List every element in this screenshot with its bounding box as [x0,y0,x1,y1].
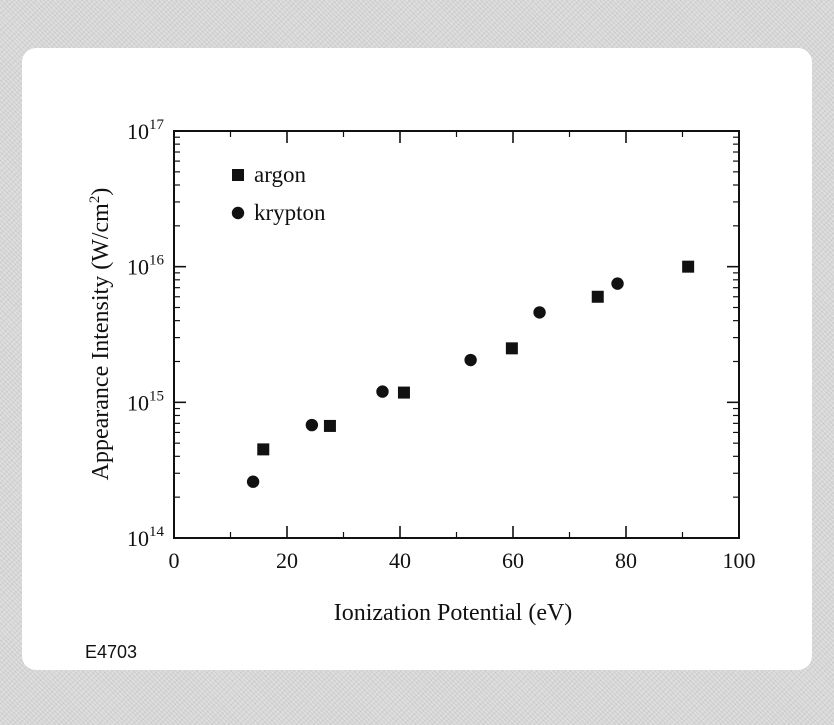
figure-panel [22,48,812,670]
axes [173,130,740,539]
legend-marker-krypton [231,206,245,220]
krypton-point [305,418,319,432]
legend-label-argon: argon [254,162,306,187]
argon-point [682,260,695,273]
krypton-point [464,353,477,367]
data-points [246,260,695,488]
y-axis-label-end: ) [88,188,114,196]
argon-point [323,419,336,432]
x-tick-label: 80 [615,548,637,573]
y-tick-label: 1015 [127,388,164,415]
y-axis-label-main: Appearance Intensity (W/cm [88,203,114,481]
plot-frame [173,130,740,539]
figure-code: E4703 [85,642,138,662]
y-tick-label: 1017 [127,117,165,144]
argon-point [591,290,604,303]
x-tick-label: 40 [389,548,411,573]
legend-marker-argon [232,169,244,181]
y-axis-label-sup: 2 [87,196,103,204]
krypton-point [533,306,546,319]
argon-point [397,386,410,399]
y-tick-label: 1014 [127,524,165,551]
y-tick-label: 1016 [127,253,165,280]
y-axis-label: Appearance Intensity (W/cm2) [87,188,114,481]
x-tick-label: 0 [169,548,180,573]
x-tick-label: 60 [502,548,524,573]
legend-label-krypton: krypton [254,200,326,225]
argon-point [257,443,270,456]
x-tick-label: 100 [723,548,756,573]
argon-point [505,342,518,355]
krypton-point [376,385,389,398]
krypton-point [246,475,260,488]
x-tick-label: 20 [276,548,298,573]
x-axis-label: Ionization Potential (eV) [334,600,573,626]
ticks: 0 20 40 60 80 100 1014 1015 1016 1017 [127,117,756,573]
legend: argon krypton [231,162,326,225]
krypton-point [611,277,624,290]
